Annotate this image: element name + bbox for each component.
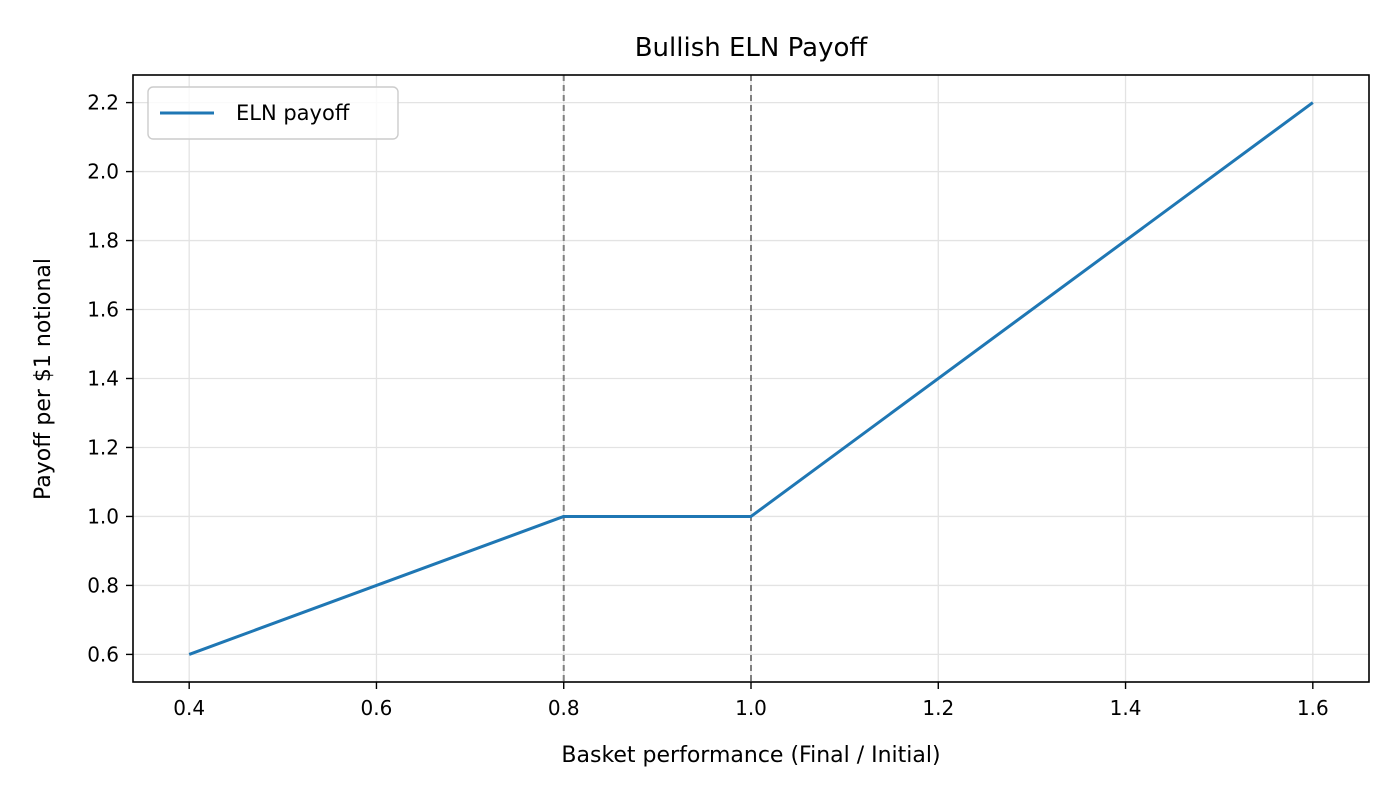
x-tick-label: 0.8: [548, 696, 580, 720]
legend: ELN payoff: [147, 86, 399, 140]
y-axis-ticks: 0.6 0.8 1.0 1.2 1.4 1.6 1.8 2.0 2.2: [87, 91, 133, 666]
x-tick-label: 0.4: [173, 696, 205, 720]
y-tick-label: 2.0: [87, 160, 119, 184]
y-tick-label: 0.8: [87, 573, 119, 597]
reference-lines: [562, 75, 752, 682]
y-tick-label: 0.6: [87, 642, 119, 666]
x-axis-label: Basket performance (Final / Initial): [561, 743, 940, 768]
x-tick-label: 1.4: [1110, 696, 1142, 720]
x-tick-label: 1.0: [735, 696, 767, 720]
y-axis-label: Payoff per $1 notional: [31, 258, 56, 500]
series-layer: [188, 101, 1314, 656]
y-tick-label: 1.2: [87, 435, 119, 459]
y-tick-label: 1.0: [87, 504, 119, 528]
y-tick-label: 1.8: [87, 229, 119, 253]
series-line-eln-payoff: [188, 101, 1314, 656]
y-tick-label: 1.6: [87, 298, 119, 322]
chart-title: Bullish ELN Payoff: [635, 33, 869, 63]
x-tick-label: 1.2: [922, 696, 954, 720]
x-tick-label: 1.6: [1297, 696, 1329, 720]
legend-box: [147, 86, 399, 140]
y-tick-label: 2.2: [87, 91, 119, 115]
legend-label-eln-payoff: ELN payoff: [236, 101, 350, 125]
x-tick-label: 0.6: [361, 696, 393, 720]
y-tick-label: 1.4: [87, 367, 119, 391]
x-axis-ticks: 0.4 0.6 0.8 1.0 1.2 1.4 1.6: [173, 682, 1329, 720]
